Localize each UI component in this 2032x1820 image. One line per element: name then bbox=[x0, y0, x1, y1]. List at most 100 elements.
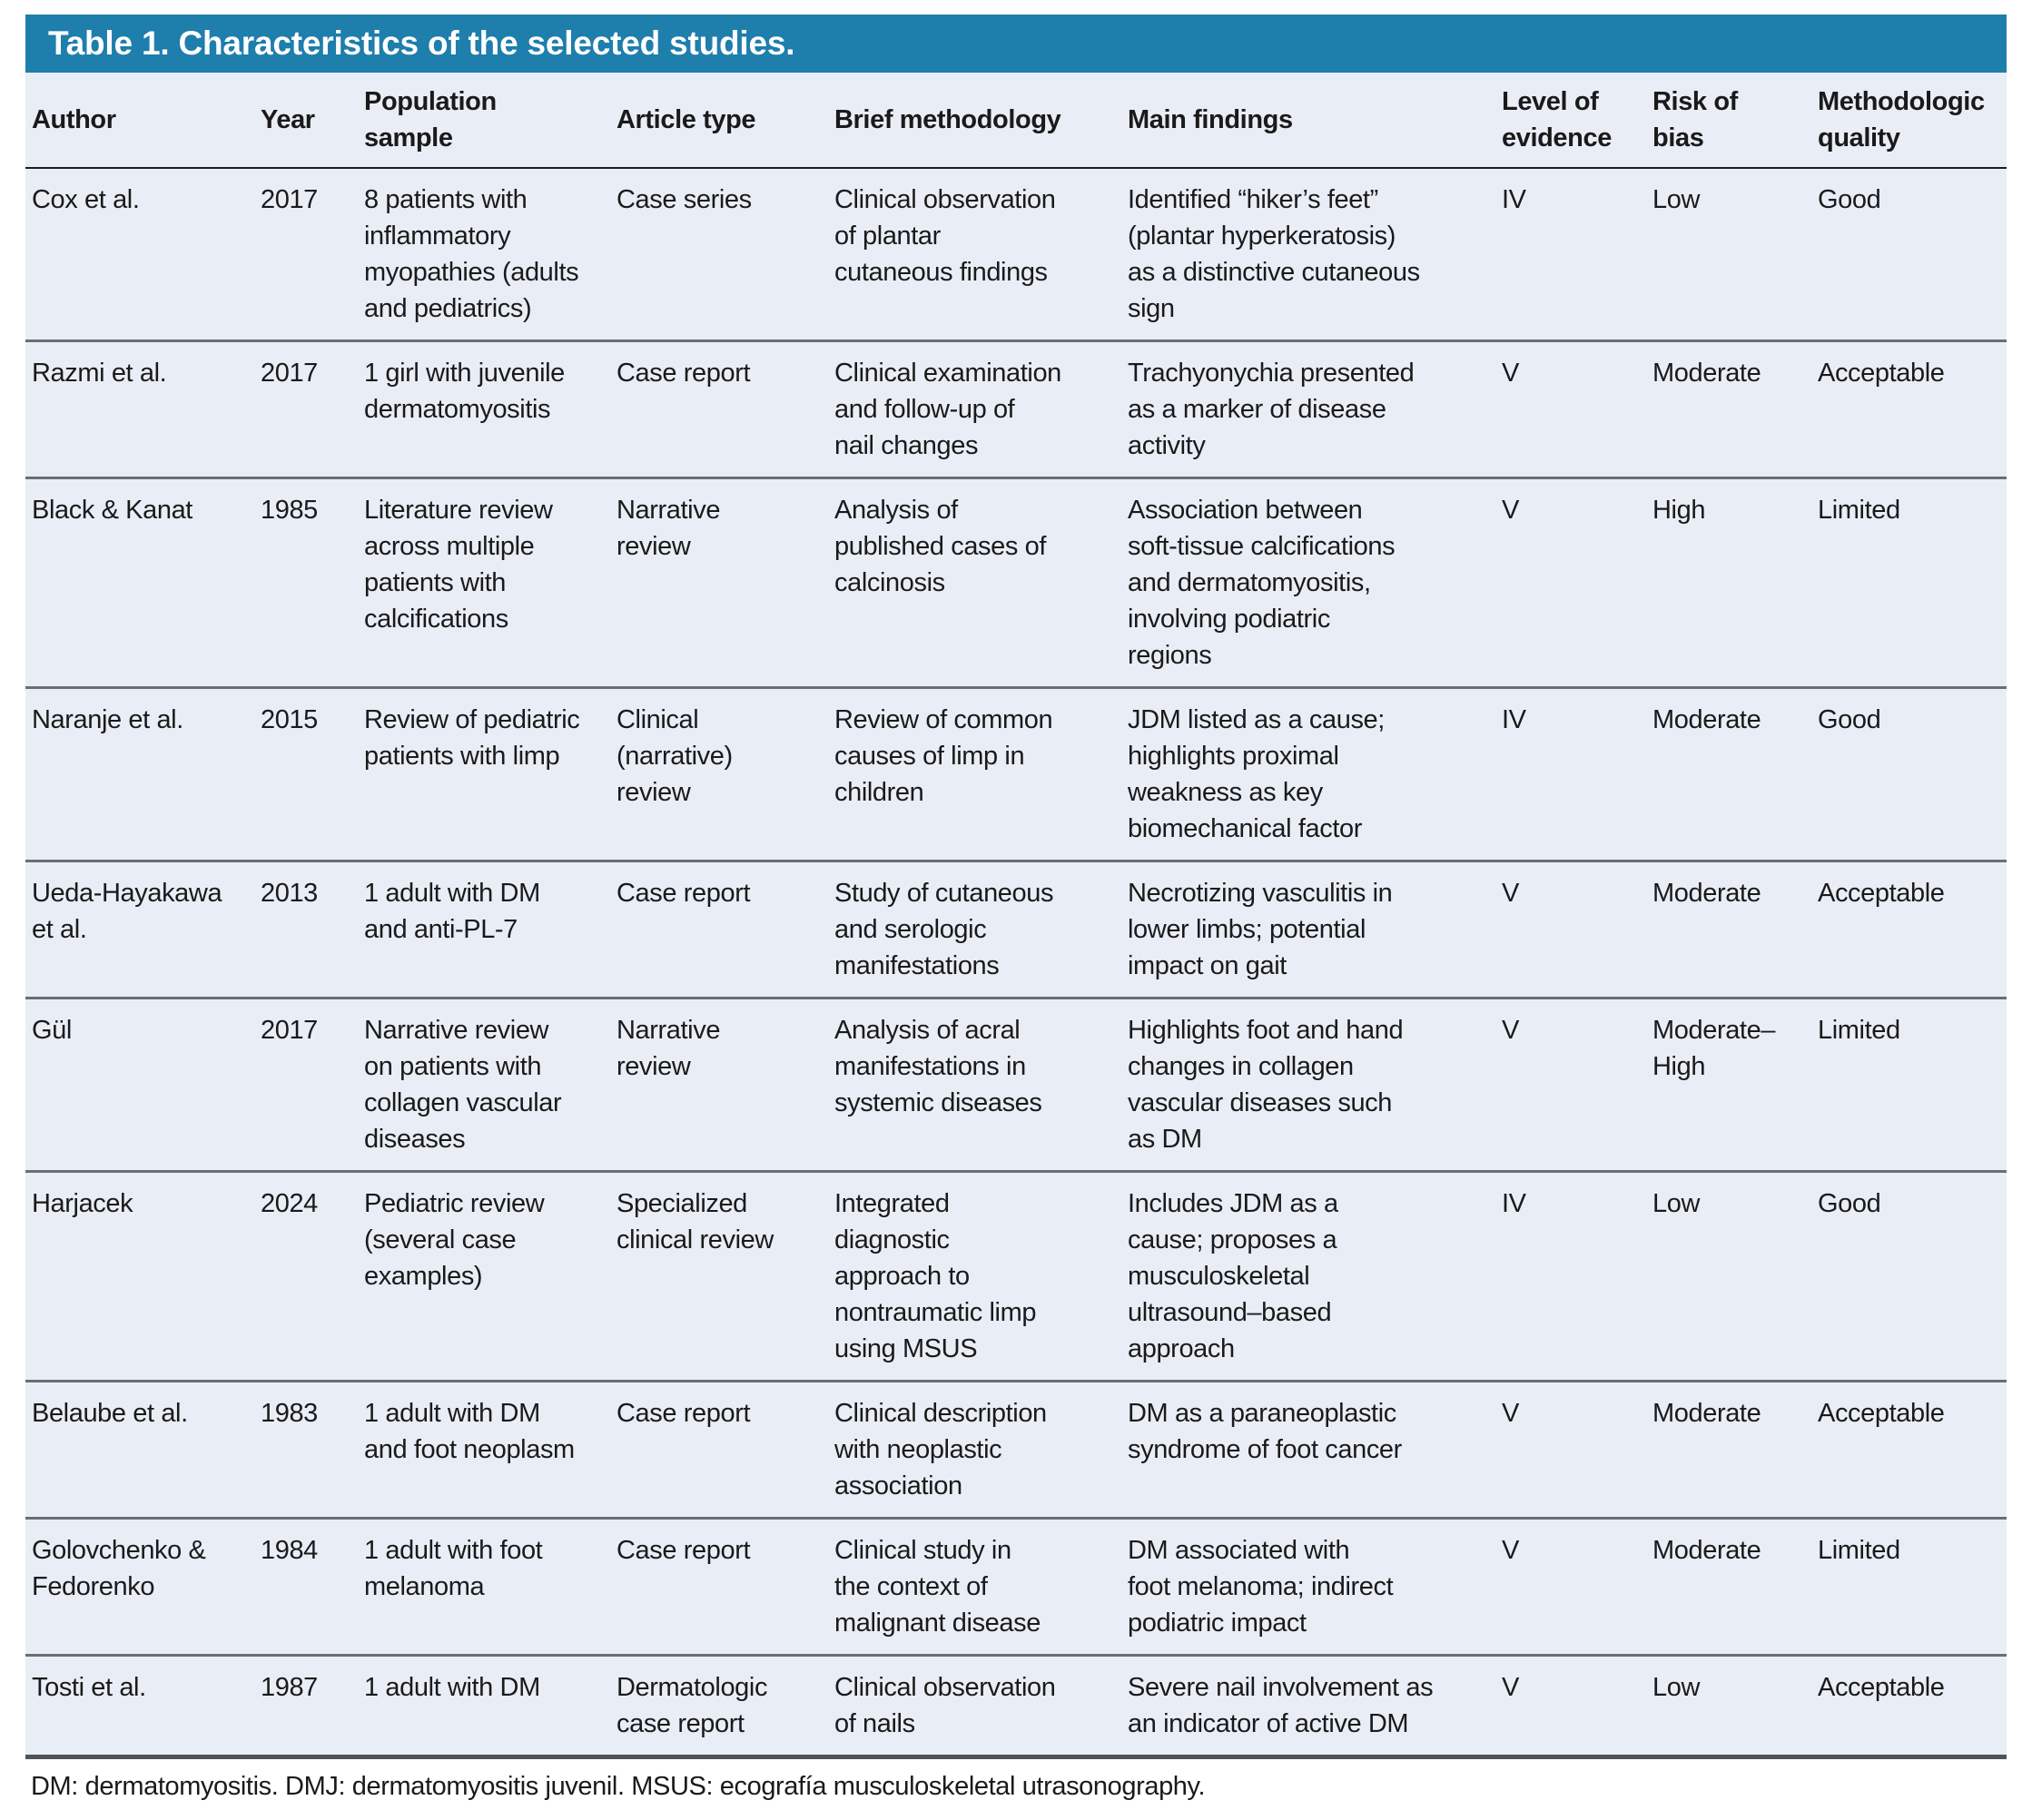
cell: Review of common causes of limp in child… bbox=[828, 686, 1121, 861]
header-row: Author Year Population sample Article type B… bbox=[25, 73, 2007, 169]
cell: 2015 bbox=[254, 686, 358, 861]
cell: Limited bbox=[1811, 1517, 2007, 1656]
column-header-0: Author bbox=[25, 73, 254, 169]
cell: Clinical description with neoplastic ass… bbox=[828, 1380, 1121, 1519]
cell: 2024 bbox=[254, 1170, 358, 1382]
cell: Includes JDM as a cause; proposes a musc… bbox=[1121, 1170, 1495, 1382]
cell: Black & Kanat bbox=[25, 477, 254, 688]
cell: V bbox=[1495, 339, 1646, 478]
cell: Harjacek bbox=[25, 1170, 254, 1382]
cell: Acceptable bbox=[1811, 860, 2007, 999]
cell: Case report bbox=[610, 860, 828, 999]
cell: 1983 bbox=[254, 1380, 358, 1519]
cell: IV bbox=[1495, 1170, 1646, 1382]
cell: 8 patients with inflammatory myopathies … bbox=[364, 185, 579, 323]
cell: 1 adult with DM and foot neoplasm bbox=[358, 1380, 610, 1519]
cell: 1984 bbox=[254, 1517, 358, 1656]
cell: Low bbox=[1646, 1170, 1811, 1382]
table-row: Black & Kanat 1985 Literature review acros… bbox=[25, 477, 2007, 688]
cell: Integrated diagnostic approach to nontra… bbox=[828, 1170, 1121, 1382]
table-row: Belaube et al. 1983 1 adult with DM and fo… bbox=[25, 1380, 2007, 1519]
cell: Belaube et al. bbox=[25, 1380, 254, 1519]
cell: High bbox=[1646, 477, 1811, 688]
cell: Clinical examination and follow-up of na… bbox=[828, 339, 1121, 478]
cell: Case report bbox=[610, 339, 828, 478]
cell: Cox et al. bbox=[32, 185, 140, 214]
cell: Limited bbox=[1811, 477, 2007, 688]
cell: Acceptable bbox=[1811, 339, 2007, 478]
cell: DM associated with foot melanoma; indire… bbox=[1121, 1517, 1495, 1656]
cell: Severe nail involvement as an indicator … bbox=[1121, 1654, 1495, 1757]
cell: IV bbox=[1495, 686, 1646, 861]
cell: DM as a paraneoplastic syndrome of foot … bbox=[1121, 1380, 1495, 1519]
cell: Moderate bbox=[1646, 1517, 1811, 1656]
cell: V bbox=[1495, 1380, 1646, 1519]
cell: V bbox=[1495, 860, 1646, 999]
column-header-3: Article type bbox=[610, 73, 828, 169]
cell: Case report bbox=[610, 1380, 828, 1519]
column-header-5: Main findings bbox=[1121, 73, 1495, 169]
table-row: Harjacek 2024 Pediatric review (several ca… bbox=[25, 1170, 2007, 1382]
column-header-7: Risk of bias bbox=[1646, 73, 1811, 169]
cell: Moderate bbox=[1646, 686, 1811, 861]
cell: Moderate– High bbox=[1646, 997, 1811, 1172]
cell: Literature review across multiple patien… bbox=[358, 477, 610, 688]
studies-table: Author Year Population sample Article type B… bbox=[25, 73, 2007, 1759]
cell: Case report bbox=[610, 1517, 828, 1656]
table-row: Ueda-Hayakawa et al. 2013 1 adult with DM … bbox=[25, 860, 2007, 999]
cell: V bbox=[1495, 477, 1646, 688]
cell: 2017 bbox=[254, 997, 358, 1172]
cell: Gül bbox=[25, 997, 254, 1172]
column-header-8: Methodologic quality bbox=[1811, 73, 2007, 169]
cell: 1985 bbox=[254, 477, 358, 688]
cell: Narrative review bbox=[610, 997, 828, 1172]
cell: Low bbox=[1652, 185, 1700, 214]
table-row: Naranje et al. 2015 Review of pediatric pa… bbox=[25, 686, 2007, 861]
table-row: Gül 2017 Narrative review on patients with… bbox=[25, 997, 2007, 1172]
cell: Good bbox=[1811, 686, 2007, 861]
cell: V bbox=[1495, 997, 1646, 1172]
table-row: Razmi et al. 2017 1 girl with juvenile der… bbox=[25, 339, 2007, 478]
column-header-1: Year bbox=[254, 73, 358, 169]
cell: 1 adult with DM and anti-PL-7 bbox=[358, 860, 610, 999]
cell: IV bbox=[1502, 185, 1526, 214]
cell: Ueda-Hayakawa et al. bbox=[25, 860, 254, 999]
cell: Necrotizing vasculitis in lower limbs; p… bbox=[1121, 860, 1495, 999]
cell: Narrative review on patients with collag… bbox=[358, 997, 610, 1172]
cell: Clinical observation of nails bbox=[828, 1654, 1121, 1757]
cell: Clinical study in the context of maligna… bbox=[828, 1517, 1121, 1656]
cell: 1 adult with foot melanoma bbox=[358, 1517, 610, 1656]
cell: Clinical observation of plantar cutaneou… bbox=[834, 185, 1056, 287]
cell: Moderate bbox=[1646, 1380, 1811, 1519]
cell: Clinical (narrative) review bbox=[610, 686, 828, 861]
table-footnote: DM: dermatomyositis. DMJ: dermatomyositi… bbox=[31, 1772, 1206, 1801]
cell: Golovchenko & Fedorenko bbox=[25, 1517, 254, 1656]
column-header-2: Population sample bbox=[358, 73, 610, 169]
table-row: Golovchenko & Fedorenko 1984 1 adult with … bbox=[25, 1517, 2007, 1656]
cell: Analysis of acral manifestations in syst… bbox=[828, 997, 1121, 1172]
table-row: Cox et al. 2017 8 patients with inflammato… bbox=[25, 168, 2007, 341]
cell: Tosti et al. bbox=[25, 1654, 254, 1757]
table-title-bar: Table 1. Characteristics of the selected… bbox=[25, 15, 2007, 73]
cell: 2017 bbox=[254, 339, 358, 478]
cell: Narrative review bbox=[610, 477, 828, 688]
cell: Moderate bbox=[1646, 860, 1811, 999]
cell: Analysis of published cases of calcinosi… bbox=[828, 477, 1121, 688]
cell: V bbox=[1495, 1517, 1646, 1656]
cell: JDM listed as a cause; highlights proxim… bbox=[1121, 686, 1495, 861]
cell: Low bbox=[1646, 1654, 1811, 1757]
cell: Good bbox=[1811, 1170, 2007, 1382]
cell: Acceptable bbox=[1811, 1654, 2007, 1757]
cell: 1987 bbox=[254, 1654, 358, 1757]
cell: Razmi et al. bbox=[25, 339, 254, 478]
cell: Study of cutaneous and serologic manifes… bbox=[828, 860, 1121, 999]
cell: V bbox=[1495, 1654, 1646, 1757]
cell: Dermatologic case report bbox=[610, 1654, 828, 1757]
cell: Naranje et al. bbox=[25, 686, 254, 861]
table-title: Table 1. Characteristics of the selected… bbox=[48, 25, 795, 62]
cell: 1 girl with juvenile dermatomyositis bbox=[358, 339, 610, 478]
cell: Pediatric review (several case examples) bbox=[358, 1170, 610, 1382]
cell: Specialized clinical review bbox=[610, 1170, 828, 1382]
table-row: Tosti et al. 1987 1 adult with DM Dermatolo… bbox=[25, 1654, 2007, 1757]
